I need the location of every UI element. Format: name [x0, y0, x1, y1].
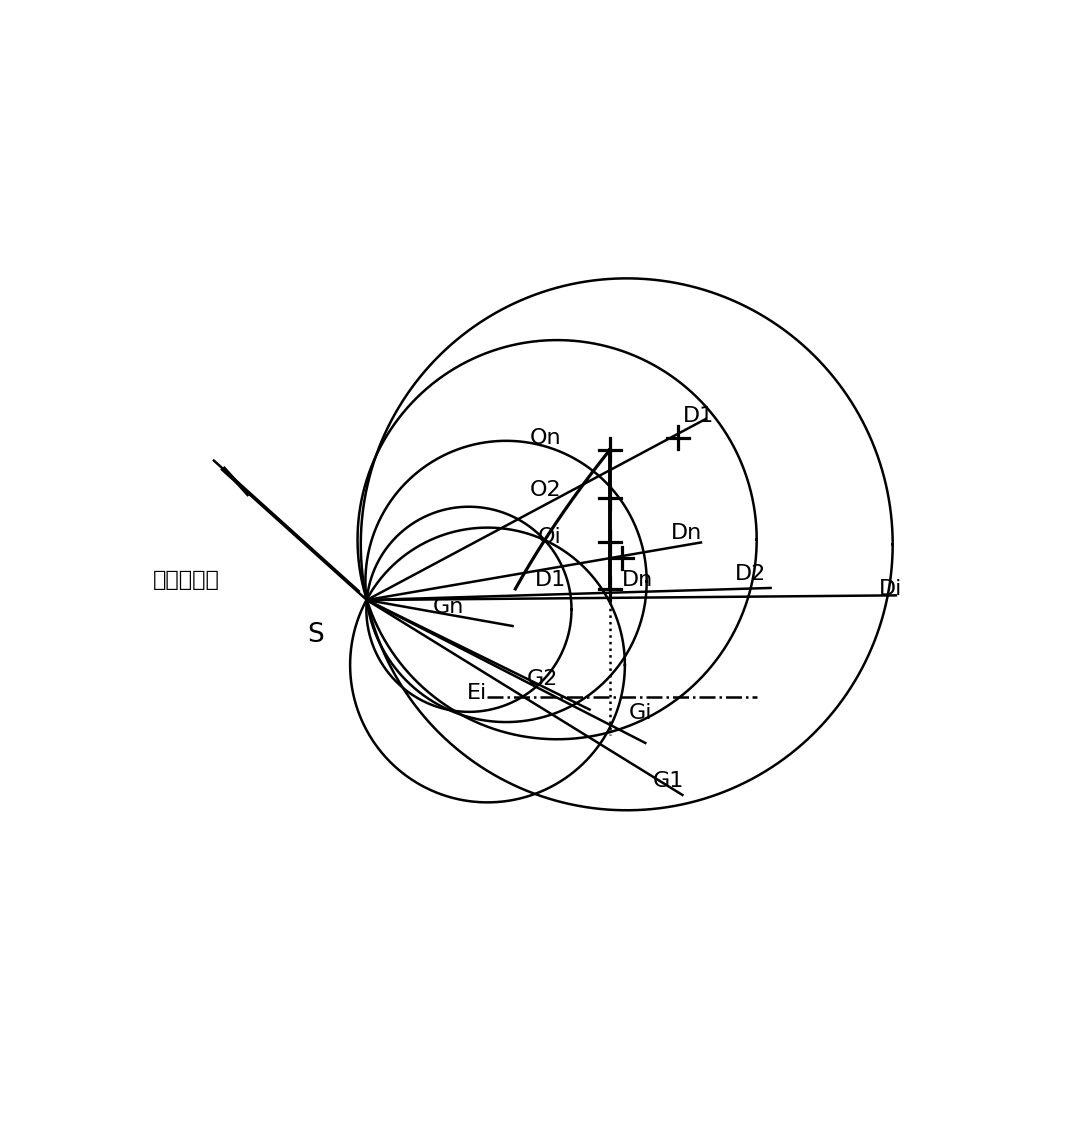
Text: G1: G1: [653, 772, 685, 791]
Text: Di: Di: [880, 579, 902, 599]
Text: D1: D1: [535, 570, 566, 589]
Text: D2: D2: [735, 564, 766, 583]
Text: Gi: Gi: [628, 704, 652, 723]
Text: O2: O2: [530, 480, 562, 501]
Text: Dn: Dn: [672, 523, 703, 543]
Text: Oi: Oi: [538, 527, 562, 547]
Text: G2: G2: [526, 668, 557, 689]
Text: Ei: Ei: [467, 683, 487, 702]
Text: Gn: Gn: [433, 597, 465, 617]
Text: Dn: Dn: [622, 570, 653, 590]
Text: 入射线方向: 入射线方向: [153, 570, 220, 589]
Text: D1: D1: [682, 407, 714, 426]
Text: On: On: [530, 427, 562, 448]
Text: S: S: [307, 622, 324, 648]
